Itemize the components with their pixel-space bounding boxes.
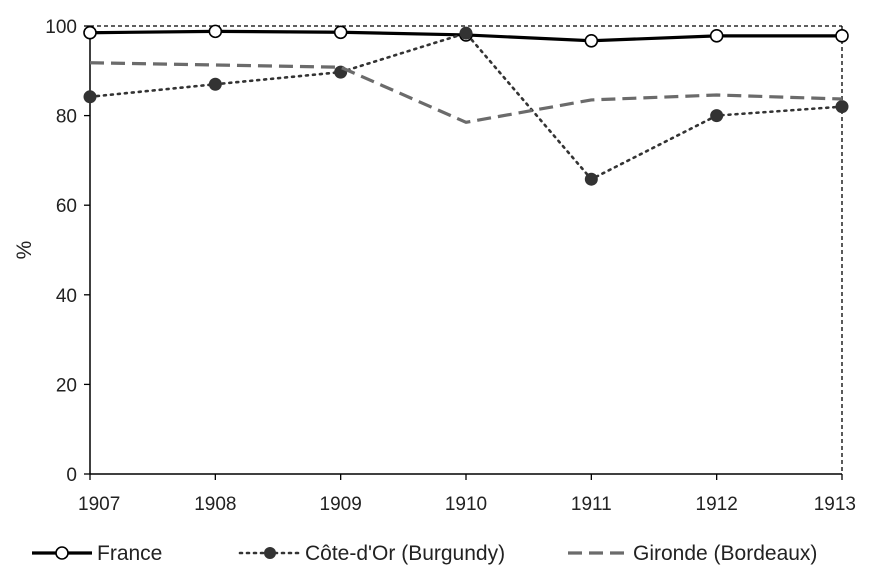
series-0-point	[584, 33, 599, 48]
series-0-point	[333, 25, 348, 40]
series-0-point	[83, 25, 97, 40]
series-line-1	[88, 31, 844, 181]
x-tick-label: 1911	[571, 494, 612, 515]
legend-marker-0	[55, 546, 69, 560]
series-1-point	[208, 77, 222, 91]
series-0-point	[835, 29, 849, 43]
x-tick-label: 1912	[696, 494, 738, 515]
legend-marker-1	[264, 547, 276, 559]
plot-frame	[90, 25, 843, 474]
y-tick-label: 80	[56, 107, 77, 128]
series-1-point	[83, 90, 97, 104]
x-tick-label: 1913	[814, 494, 856, 515]
y-tick-label: 100	[45, 17, 77, 38]
series-0-point	[208, 24, 223, 39]
x-tick-label: 1908	[194, 494, 236, 515]
series-1-point	[459, 26, 473, 40]
series-1-point	[584, 172, 598, 186]
y-tick-label: 40	[56, 286, 77, 307]
y-tick-label: 20	[56, 375, 77, 396]
legend-label-1: Côte-d'Or (Burgundy)	[305, 542, 505, 565]
y-axis-label: %	[13, 241, 36, 260]
series-0-point	[709, 29, 724, 43]
series-group	[83, 24, 849, 186]
y-tick-label: 0	[66, 465, 77, 486]
legend-label-0: France	[97, 542, 162, 565]
y-tick-label: 60	[56, 196, 77, 217]
axes: 0 20 40 60 80 100 1907 1908 1909 1910 1911 1912 1913	[45, 17, 856, 515]
series-line-2	[89, 61, 843, 124]
x-tick-label: 1909	[320, 494, 362, 515]
x-tick-label: 1910	[445, 494, 487, 515]
legend-label-2: Gironde (Bordeaux)	[633, 542, 817, 565]
series-1-point	[710, 109, 724, 123]
series-1-point	[835, 100, 849, 114]
x-tick-label: 1907	[78, 494, 120, 515]
legend: France Côte-d'Or (Burgundy) Gironde (Borde…	[32, 542, 817, 565]
